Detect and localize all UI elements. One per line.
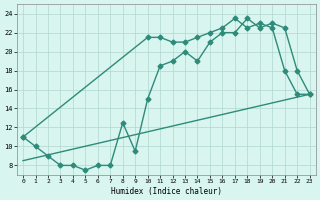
X-axis label: Humidex (Indice chaleur): Humidex (Indice chaleur) [111,187,222,196]
